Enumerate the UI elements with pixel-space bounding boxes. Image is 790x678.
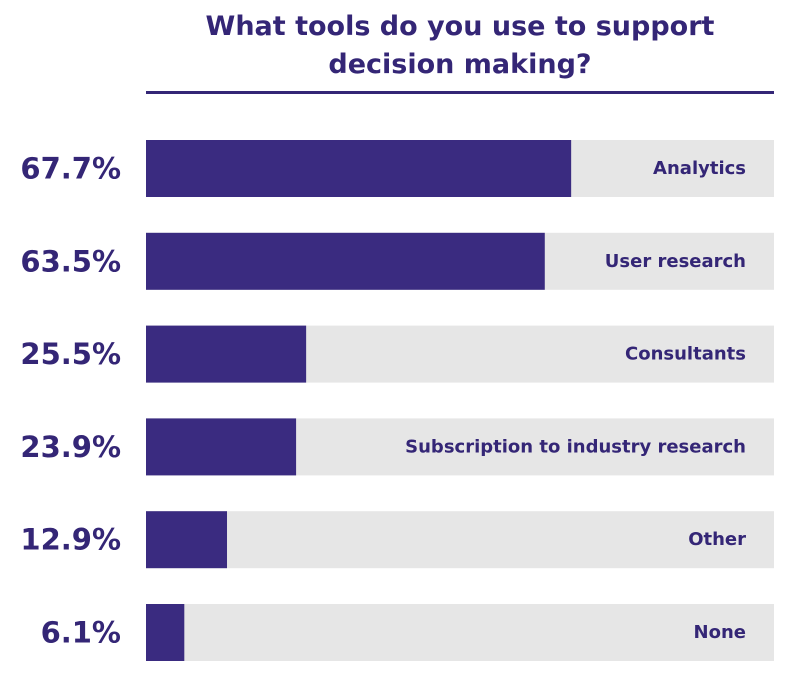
category-label-4: Subscription to industry research xyxy=(405,436,746,457)
bar-track-6 xyxy=(146,604,774,661)
value-label-4: 23.9% xyxy=(20,430,121,464)
bar-4 xyxy=(146,418,297,476)
category-label-3: Consultants xyxy=(625,344,746,365)
value-label-3: 25.5% xyxy=(20,337,121,371)
bar-3 xyxy=(146,325,307,383)
bar-2 xyxy=(146,232,545,290)
value-label-2: 63.5% xyxy=(20,244,121,278)
category-label-6: None xyxy=(694,622,746,643)
value-label-1: 67.7% xyxy=(20,152,121,186)
bar-5 xyxy=(146,511,228,569)
chart-title: What tools do you use to support decisio… xyxy=(205,11,715,80)
bar-track-5 xyxy=(146,511,774,569)
category-label-5: Other xyxy=(688,529,746,550)
category-label-2: User research xyxy=(605,251,746,272)
bar-6 xyxy=(146,604,185,661)
category-label-1: Analytics xyxy=(653,158,746,179)
title-divider xyxy=(146,91,774,94)
value-label-5: 12.9% xyxy=(20,523,121,557)
value-label-6: 6.1% xyxy=(41,616,121,650)
bar-1 xyxy=(146,140,572,197)
